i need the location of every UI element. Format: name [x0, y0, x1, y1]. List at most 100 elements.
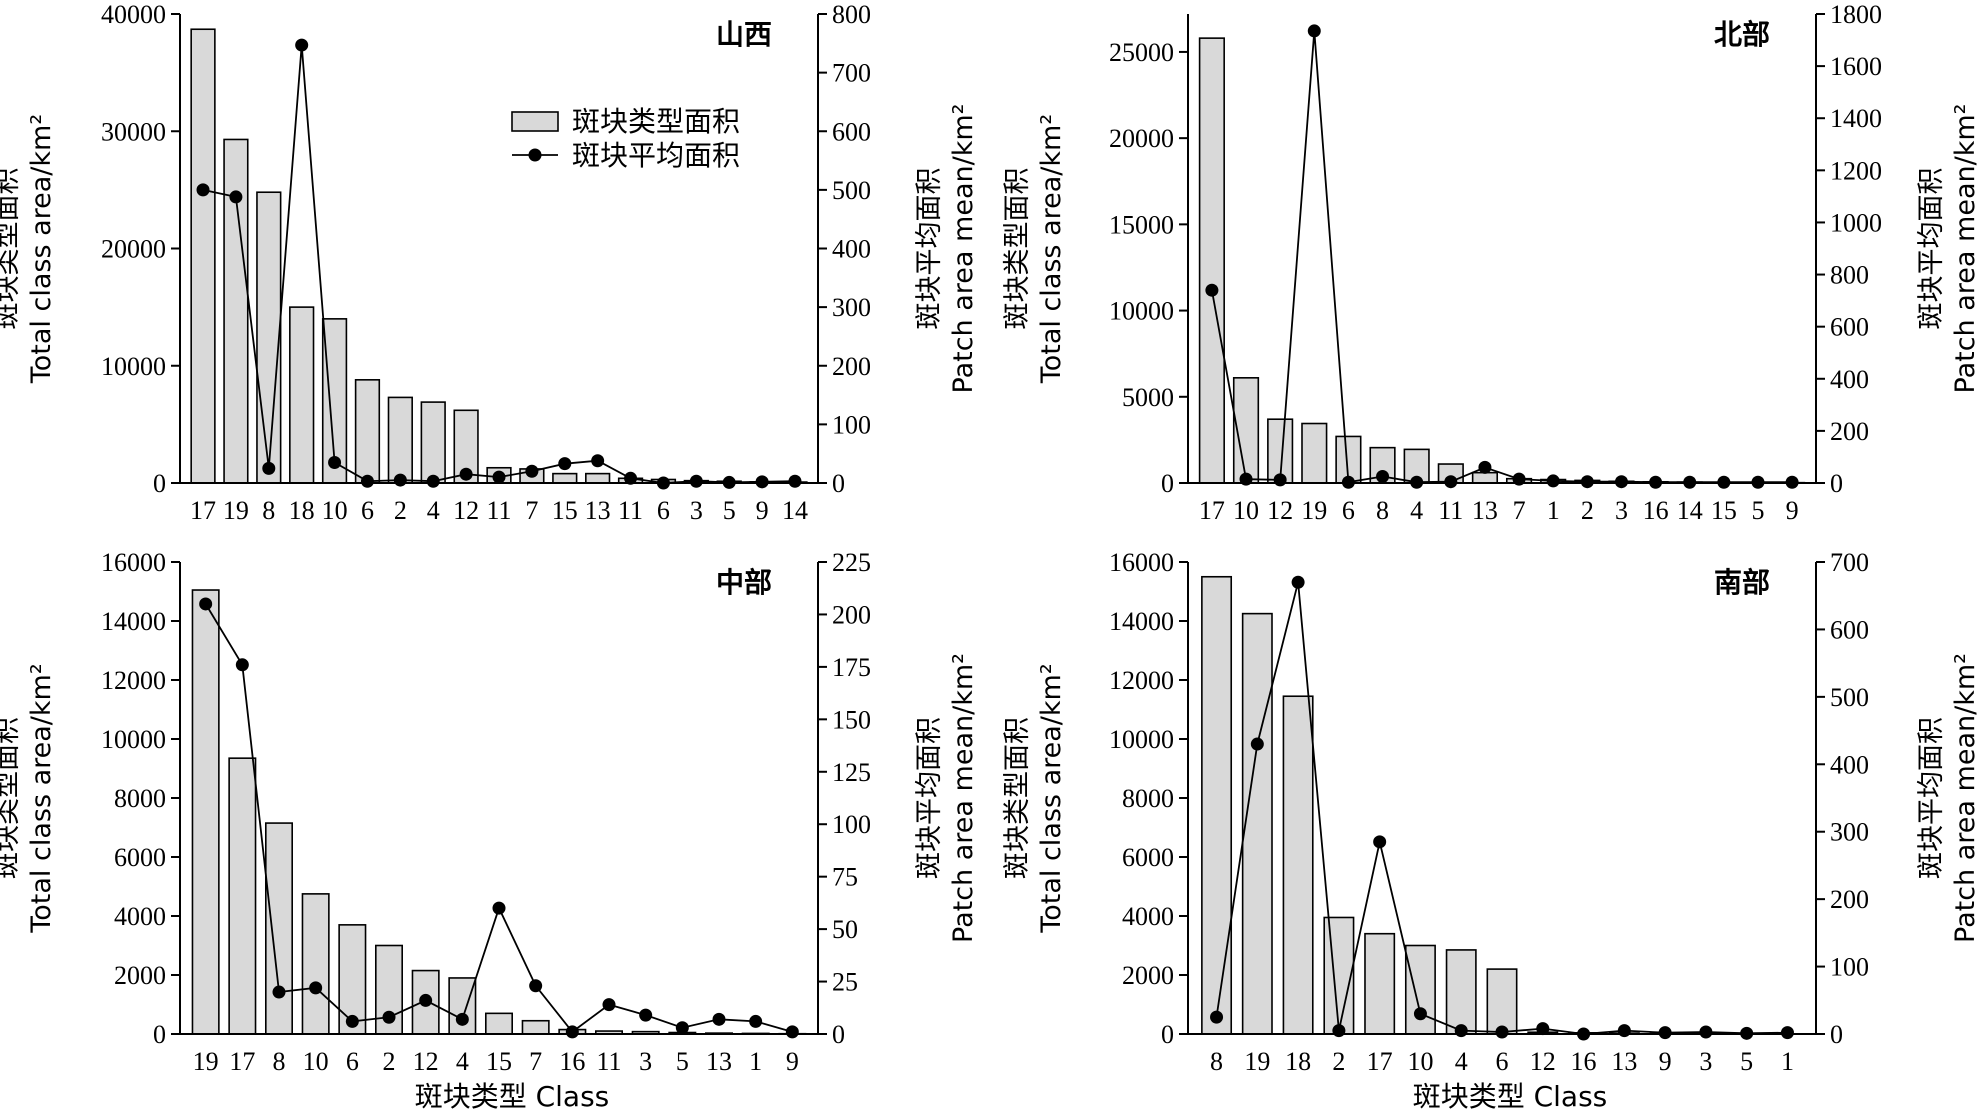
x-tick-label: 4: [1410, 496, 1423, 525]
x-tick-label: 8: [1210, 1047, 1223, 1076]
left-tick-label: 8000: [114, 784, 166, 813]
mean-area-point-10-3: [309, 981, 323, 995]
mean-area-point-11-11: [602, 998, 616, 1012]
left-tick-label: 0: [1161, 1020, 1174, 1049]
mean-area-point-11-13: [624, 471, 638, 485]
mean-area-point-1-10: [1546, 474, 1560, 488]
left-tick-label: 10000: [101, 725, 166, 754]
mean-area-point-7-9: [1512, 472, 1526, 486]
mean-area-point-8-5: [1376, 469, 1390, 483]
mean-area-point-19-0: [199, 597, 213, 611]
left-tick-label: 25000: [1109, 38, 1174, 67]
x-tick-label: 18: [289, 496, 315, 525]
mean-area-point-2-6: [393, 473, 407, 487]
bar-8-2: [264, 822, 293, 1035]
left-tick-label: 10000: [1109, 297, 1174, 326]
mean-area-point-5-16: [1751, 475, 1765, 489]
mean-area-point-12-2: [1273, 473, 1287, 487]
mean-area-point-9-11: [1658, 1026, 1672, 1040]
mean-area-point-19-3: [1307, 24, 1321, 38]
mean-area-point-8-2: [262, 461, 276, 475]
x-tick-label: 11: [596, 1047, 621, 1076]
x-tick-label: 6: [361, 496, 374, 525]
left-tick-label: 20000: [1109, 124, 1174, 153]
mean-area-point-5-13: [675, 1021, 689, 1035]
legend-line-marker: [528, 148, 542, 162]
mean-area-point-5-13: [1740, 1026, 1754, 1040]
mean-area-point-9-17: [1785, 475, 1799, 489]
left-axis-title-cn: 斑块类型面积: [0, 168, 23, 330]
bar-15-8: [484, 1012, 513, 1035]
right-tick-label: 100: [1830, 953, 1869, 982]
left-tick-label: 10000: [1109, 725, 1174, 754]
right-tick-label: 100: [832, 810, 871, 839]
mean-area-point-2-11: [1580, 475, 1594, 489]
mean-area-point-2-3: [1332, 1024, 1346, 1038]
right-tick-label: 175: [832, 653, 871, 682]
mean-area-point-18-3: [295, 38, 309, 52]
mean-area-point-11-7: [1444, 475, 1458, 489]
x-tick-label: 8: [273, 1047, 286, 1076]
right-tick-label: 800: [1830, 261, 1869, 290]
mean-area-point-11-9: [492, 470, 506, 484]
mean-area-point-17-4: [1373, 835, 1387, 849]
right-axis-title-cn: 斑块平均面积: [1916, 717, 1947, 879]
mean-area-point-18-2: [1291, 575, 1305, 589]
mean-area-point-13-12: [591, 454, 605, 468]
mean-area-point-5-16: [722, 475, 736, 489]
right-axis-title-en: Patch area mean/km²: [1950, 653, 1981, 943]
x-tick-label: 17: [190, 496, 216, 525]
mean-area-point-13-14: [712, 1012, 726, 1026]
left-axis-title-en: Total class area/km²: [26, 114, 57, 384]
x-tick-label: 12: [413, 1047, 439, 1076]
mean-area-point-15-11: [558, 457, 572, 471]
panel-south: 0 2000 4000 6000 8000 10000 12000 14000 16000 0 10…: [1002, 548, 1981, 1076]
left-tick-label: 0: [153, 469, 166, 498]
legend-bar-swatch: [511, 111, 559, 132]
x-tick-label: 13: [1611, 1047, 1637, 1076]
right-tick-label: 0: [832, 469, 845, 498]
right-axis-title-cn: 斑块平均面积: [914, 717, 945, 879]
left-tick-label: 16000: [101, 548, 166, 577]
left-tick-label: 2000: [1122, 961, 1174, 990]
right-tick-label: 500: [1830, 683, 1869, 712]
x-tick-label: 13: [1472, 496, 1498, 525]
mean-area-point-17-0: [1205, 283, 1219, 297]
mean-area-point-17-0: [196, 183, 210, 197]
right-axis-title-cn: 斑块平均面积: [914, 168, 945, 330]
x-tick-label: 10: [322, 496, 348, 525]
mean-area-point-12-8: [459, 467, 473, 481]
right-tick-label: 600: [832, 117, 871, 146]
right-tick-label: 1000: [1830, 208, 1882, 237]
left-tick-label: 8000: [1122, 784, 1174, 813]
x-tick-label: 7: [525, 496, 538, 525]
left-axis-title-cn: 斑块类型面积: [1002, 168, 1033, 330]
left-tick-label: 20000: [101, 235, 166, 264]
bar-2-3: [1323, 916, 1355, 1035]
bar-13-12: [585, 472, 611, 484]
bar-18-2: [1282, 695, 1314, 1035]
mean-area-point-10-1: [1239, 472, 1253, 486]
x-tick-label: 18: [1285, 1047, 1311, 1076]
x-tick-label: 19: [1301, 496, 1327, 525]
right-tick-label: 200: [832, 600, 871, 629]
x-tick-label: 17: [229, 1047, 255, 1076]
mean-area-point-4-7: [455, 1012, 469, 1026]
mean-area-point-3-12: [1699, 1025, 1713, 1039]
bar-4-7: [420, 401, 446, 484]
left-tick-label: 40000: [101, 0, 166, 29]
x-tick-label: 2: [1581, 496, 1594, 525]
x-tick-label: 12: [1530, 1047, 1556, 1076]
x-tick-label: 5: [723, 496, 736, 525]
bar-8-2: [256, 191, 282, 484]
x-tick-label: 3: [1615, 496, 1628, 525]
mean-area-point-4-6: [1410, 475, 1424, 489]
right-tick-label: 400: [1830, 750, 1869, 779]
right-tick-label: 150: [832, 705, 871, 734]
x-tick-label: 6: [1342, 496, 1355, 525]
x-tick-label: 13: [585, 496, 611, 525]
left-tick-label: 12000: [101, 666, 166, 695]
mean-area-point-6-7: [1495, 1025, 1509, 1039]
x-tick-label: 3: [1699, 1047, 1712, 1076]
